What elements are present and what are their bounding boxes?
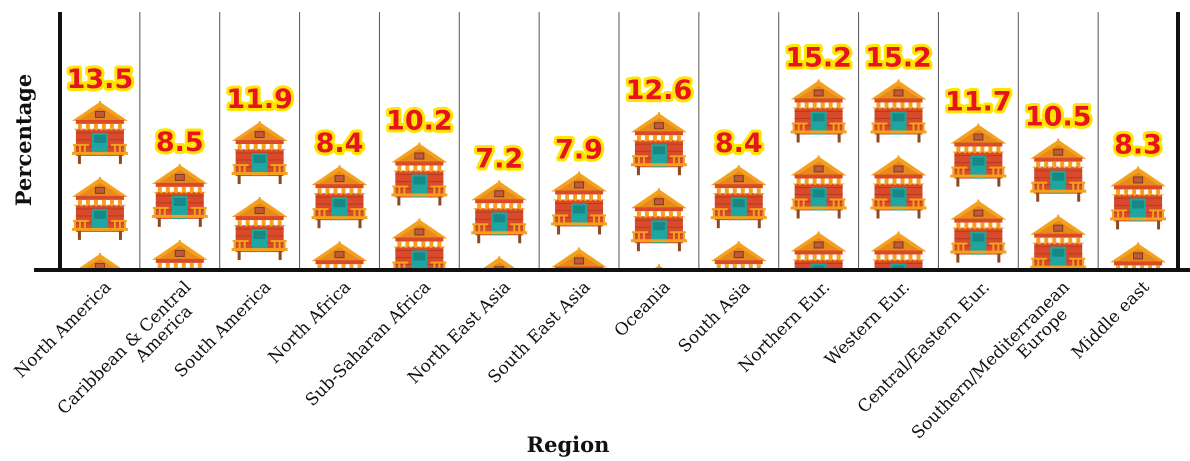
house-icon <box>870 78 927 143</box>
value-label: 7.2 <box>475 143 523 174</box>
x-axis-title: Region <box>527 432 610 457</box>
value-label: 11.9 <box>226 84 293 115</box>
house-icon <box>390 141 448 206</box>
x-tick-label: Central/Eastern Eur. <box>854 277 994 417</box>
x-tick-label: North Africa <box>265 277 355 367</box>
house-icon <box>390 217 448 270</box>
bar-2 <box>231 120 289 261</box>
bar-10 <box>870 78 927 271</box>
value-label: 10.2 <box>386 105 453 136</box>
bar-9 <box>790 78 848 271</box>
value-label: 8.4 <box>316 128 364 159</box>
house-icon <box>151 163 209 228</box>
house-icon <box>470 179 528 244</box>
house-icon <box>550 170 608 235</box>
value-label: 11.7 <box>945 87 1012 118</box>
value-label: 8.4 <box>715 128 763 159</box>
house-icon <box>71 100 129 165</box>
value-labels: 13.5 8.5 11.9 8.4 10.2 7.2 7.9 12.6 8.4 15.2 15.2 1… <box>64 39 1165 177</box>
house-icon <box>710 164 768 229</box>
value-label: 8.5 <box>156 127 204 158</box>
x-tick-label: Oceania <box>611 277 675 341</box>
bar-12 <box>1029 138 1087 270</box>
value-label: 15.2 <box>785 42 852 73</box>
house-icon <box>231 120 289 185</box>
house-icon <box>231 196 289 261</box>
x-tick-label: Southern/MediterraneanEurope <box>908 277 1087 456</box>
house-icon <box>630 187 688 252</box>
house-icon <box>870 154 927 219</box>
house-icon <box>790 78 848 143</box>
bar-11 <box>949 123 1007 264</box>
house-icon <box>71 176 129 241</box>
house-icon <box>311 164 368 229</box>
value-label: 7.9 <box>555 134 603 165</box>
house-icon <box>630 111 688 176</box>
value-label: 13.5 <box>67 64 134 95</box>
house-icon <box>1029 138 1087 203</box>
y-axis-title: Percentage <box>11 74 36 206</box>
house-icon <box>790 154 848 219</box>
value-label: 15.2 <box>865 42 932 73</box>
house-icon <box>1109 165 1167 230</box>
bar-4 <box>390 141 448 270</box>
x-tick-label: South Asia <box>675 277 755 357</box>
house-icon <box>949 123 1007 188</box>
category-separators <box>139 12 1099 270</box>
house-icon <box>949 199 1007 264</box>
x-tick-label: Middle east <box>1068 277 1154 363</box>
value-label: 8.3 <box>1114 129 1162 160</box>
value-label: 10.5 <box>1025 102 1092 133</box>
value-label: 12.6 <box>626 75 693 106</box>
